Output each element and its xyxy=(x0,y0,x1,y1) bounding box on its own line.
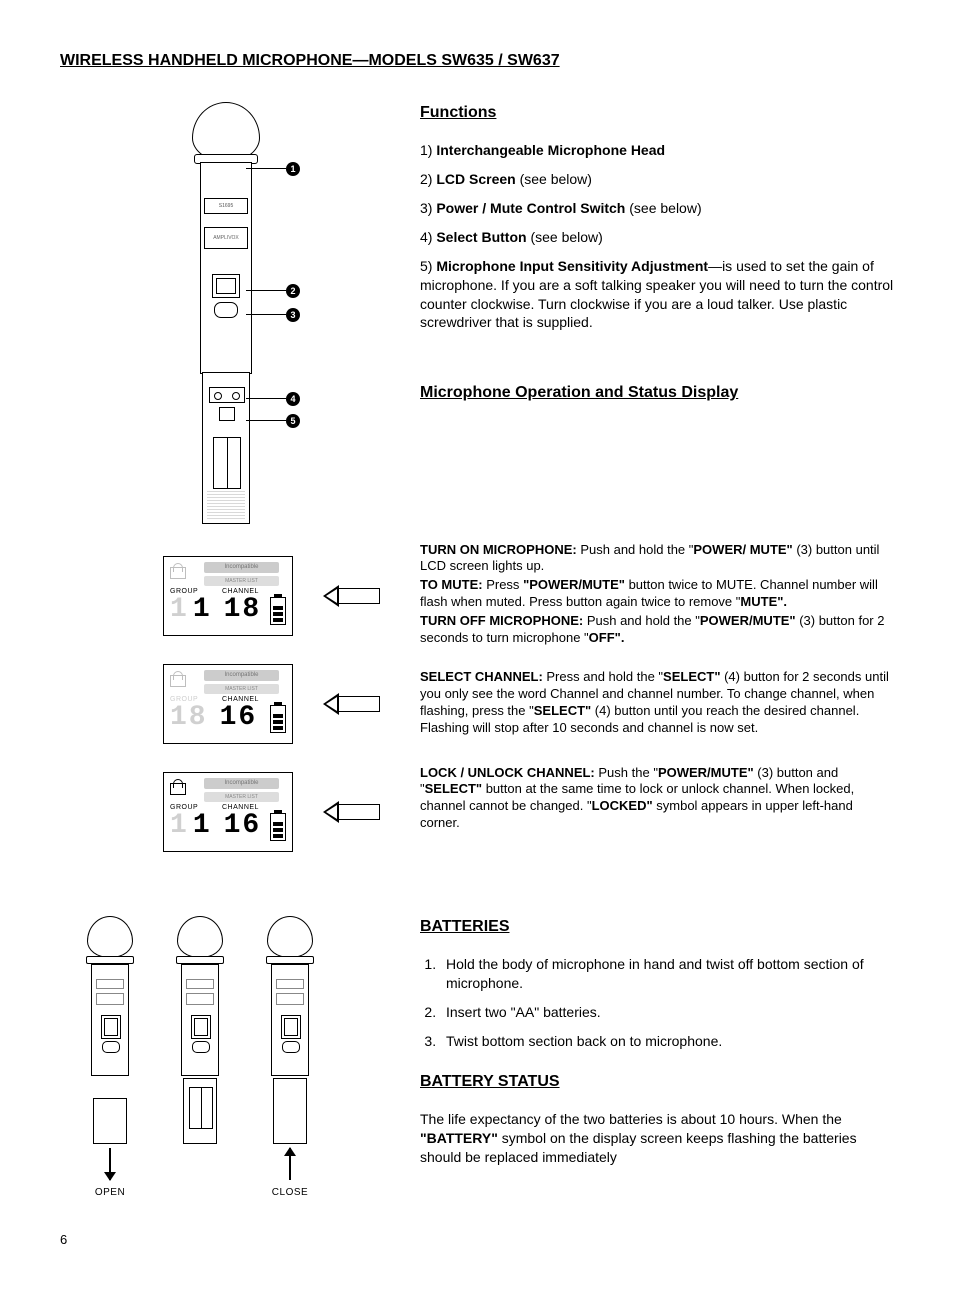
batteries-heading: BATTERIES xyxy=(420,916,894,938)
op-lock: LOCK / UNLOCK CHANNEL: Push the "POWER/M… xyxy=(420,765,894,833)
lcd-display-1: Incompatible MASTER LIST GROUP CHANNEL 1… xyxy=(163,556,380,636)
microphone-diagram: S1695 AMPLIVOX 1 2 3 4 5 xyxy=(150,102,330,532)
lcd-display-2: Incompatible MASTER LIST GROUP CHANNEL 1… xyxy=(163,664,380,744)
battery-status-text: The life expectancy of the two batteries… xyxy=(420,1110,894,1167)
fn-item-5: 5) Microphone Input Sensitivity Adjustme… xyxy=(420,257,894,333)
battery-status-heading: BATTERY STATUS xyxy=(420,1071,894,1093)
callout-2: 2 xyxy=(286,284,300,298)
fn-item-3: 3) Power / Mute Control Switch (see belo… xyxy=(420,199,894,218)
fn-item-4: 4) Select Button (see below) xyxy=(420,228,894,247)
open-label: OPEN xyxy=(80,1186,140,1200)
page-title: WIRELESS HANDHELD MICROPHONE—MODELS SW63… xyxy=(60,50,894,72)
batt-step-3: Twist bottom section back on to micropho… xyxy=(440,1032,894,1051)
battery-diagram: OPEN CLOSE xyxy=(60,916,320,1202)
callout-3: 3 xyxy=(286,308,300,322)
op-turn-on: TURN ON MICROPHONE: Push and hold the "P… xyxy=(420,542,894,576)
functions-heading: Functions xyxy=(420,102,894,124)
callout-4: 4 xyxy=(286,392,300,406)
operation-heading: Microphone Operation and Status Display xyxy=(420,382,894,404)
mic-brand-label: AMPLIVOX xyxy=(204,227,248,249)
callout-5: 5 xyxy=(286,414,300,428)
callout-1: 1 xyxy=(286,162,300,176)
arrow-icon xyxy=(323,693,380,715)
close-label: CLOSE xyxy=(260,1186,320,1200)
mic-model-label: S1695 xyxy=(204,198,248,214)
lcd-display-3: Incompatible MASTER LIST GROUP CHANNEL 1… xyxy=(163,772,380,852)
batt-step-2: Insert two "AA" batteries. xyxy=(440,1003,894,1022)
page-number: 6 xyxy=(60,1231,894,1249)
fn-item-2: 2) LCD Screen (see below) xyxy=(420,170,894,189)
op-mute: TO MUTE: Press "POWER/MUTE" button twice… xyxy=(420,577,894,611)
op-select: SELECT CHANNEL: Press and hold the "SELE… xyxy=(420,669,894,737)
arrow-icon xyxy=(323,585,380,607)
batt-step-1: Hold the body of microphone in hand and … xyxy=(440,955,894,993)
op-turn-off: TURN OFF MICROPHONE: Push and hold the "… xyxy=(420,613,894,647)
arrow-icon xyxy=(323,801,380,823)
fn-item-1: 1) Interchangeable Microphone Head xyxy=(420,141,894,160)
